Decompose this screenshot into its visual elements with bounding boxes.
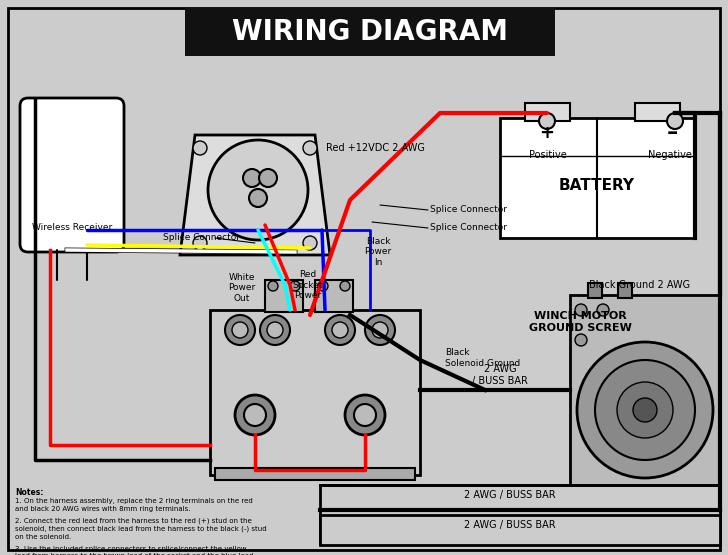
Text: Black
Power
In: Black Power In [365,237,392,267]
Circle shape [345,395,385,435]
Circle shape [597,304,609,316]
Bar [265,280,303,312]
Circle shape [225,315,255,345]
Polygon shape [180,135,330,255]
Circle shape [249,189,267,207]
Bar [588,283,602,298]
Text: +: + [539,124,555,142]
Bar [618,283,632,298]
Text: 1. On the harness assembly, replace the 2 ring terminals on the red
and black 20: 1. On the harness assembly, replace the … [15,498,253,512]
Text: Black Ground 2 AWG: Black Ground 2 AWG [590,280,691,290]
Circle shape [595,360,695,460]
Text: Notes:: Notes: [15,488,44,497]
Text: Splice Connector: Splice Connector [430,224,507,233]
Circle shape [539,113,555,129]
Text: Red +12VDC 2 AWG: Red +12VDC 2 AWG [326,143,425,153]
Text: WINCH MOTOR
GROUND SCREW: WINCH MOTOR GROUND SCREW [529,311,631,333]
Circle shape [365,315,395,345]
Circle shape [268,281,278,291]
Circle shape [232,322,248,338]
Text: 2. Connect the red lead from the harness to the red (+) stud on the
solenoid, th: 2. Connect the red lead from the harness… [15,518,266,540]
Text: 2 AWG / BUSS BAR: 2 AWG / BUSS BAR [464,520,555,530]
Text: WIRING DIAGRAM: WIRING DIAGRAM [232,18,508,46]
Circle shape [193,236,207,250]
Circle shape [303,236,317,250]
Bar [210,310,420,475]
Text: Splice Connector: Splice Connector [163,234,240,243]
FancyBboxPatch shape [20,98,124,252]
Circle shape [303,141,317,155]
Text: –: – [666,123,678,143]
Bar [525,103,570,121]
Text: Red
Socket
Power: Red Socket Power [293,270,323,300]
Circle shape [318,281,328,291]
Circle shape [372,322,388,338]
Circle shape [575,334,587,346]
Text: Positive: Positive [529,150,567,160]
Circle shape [259,169,277,187]
Text: 2 AWG
/ BUSS BAR: 2 AWG / BUSS BAR [472,364,528,386]
Circle shape [235,395,275,435]
Circle shape [667,113,683,129]
Bar [500,118,695,238]
Bar [320,485,720,543]
Circle shape [244,404,266,426]
Text: 2 AWG / BUSS BAR: 2 AWG / BUSS BAR [464,490,555,500]
Circle shape [354,404,376,426]
Bar [635,103,680,121]
Bar [215,468,415,480]
Circle shape [332,322,348,338]
Text: White
Power
Out: White Power Out [229,273,256,303]
Circle shape [208,140,308,240]
Bar [570,295,720,510]
Text: Negative: Negative [648,150,692,160]
Circle shape [575,304,587,316]
Circle shape [325,315,355,345]
Circle shape [633,398,657,422]
Text: 3. Use the included splice connectors to splice/connect the yellow
lead from har: 3. Use the included splice connectors to… [15,546,253,555]
Circle shape [260,315,290,345]
Bar [185,8,555,56]
Bar [315,280,353,312]
Circle shape [243,169,261,187]
Circle shape [267,322,283,338]
Circle shape [290,281,300,291]
Circle shape [193,141,207,155]
Text: Splice Connector: Splice Connector [430,205,507,214]
Circle shape [617,382,673,438]
Text: Wireless Receiver: Wireless Receiver [32,224,112,233]
Circle shape [340,281,350,291]
Bar [320,515,720,545]
Text: Black
Solenoid Ground: Black Solenoid Ground [445,349,521,368]
Text: BATTERY: BATTERY [559,178,635,193]
Circle shape [577,342,713,478]
